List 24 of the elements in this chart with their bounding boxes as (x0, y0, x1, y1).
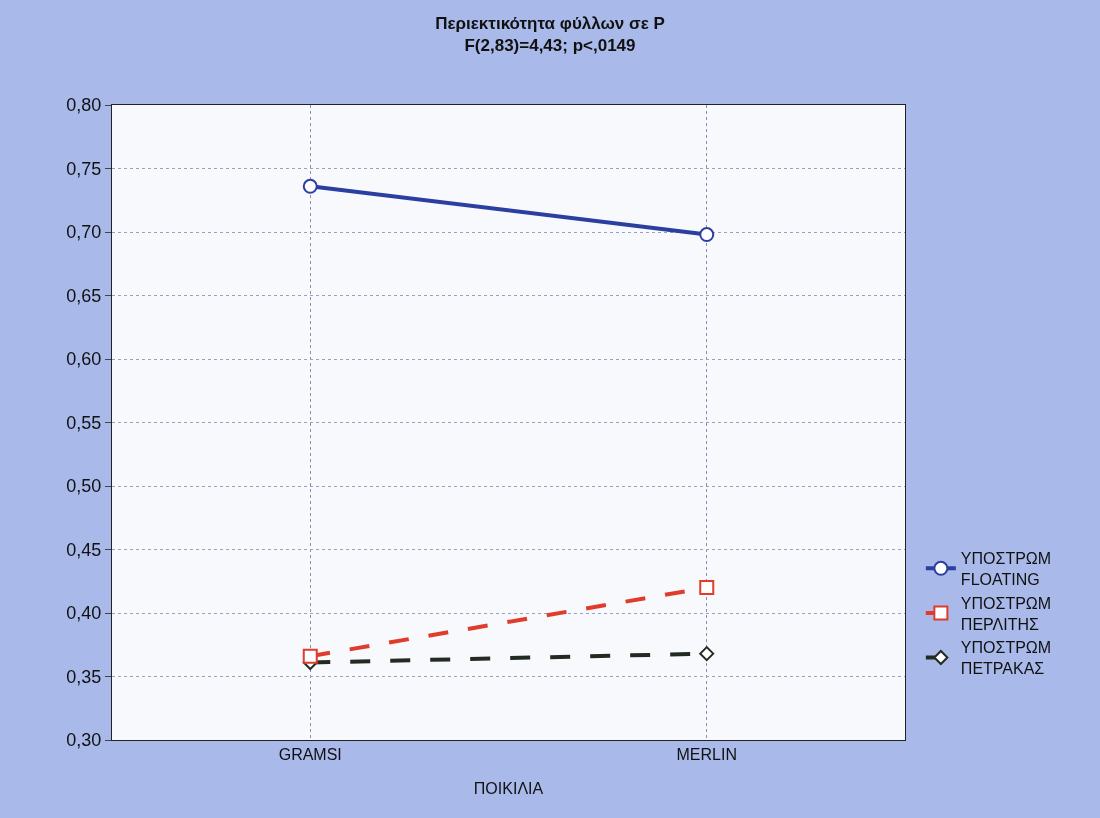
y-tick-label: 0,65 (66, 285, 102, 306)
legend-label: ΥΠΟΣΤΡΩΜ FLOATING (960, 550, 1052, 588)
y-tick-label: 0,60 (66, 349, 102, 370)
chart-title: Περιεκτικότητα φύλλων σε P (435, 13, 665, 33)
x-axis-title: ΠΟΙΚΙΛΙΑ (473, 779, 544, 797)
y-tick-label: 0,30 (66, 730, 102, 751)
legend-label: ΥΠΟΣΤΡΩΜ ΠΕΡΛΙΤΗΣ (960, 594, 1052, 633)
y-tick-label: 0,45 (66, 539, 102, 560)
y-tick-label: 0,50 (66, 476, 102, 497)
chart-subtitle: F(2,83)=4,43; p<,0149 (464, 35, 636, 55)
y-tick-label: 0,35 (66, 666, 102, 687)
x-tick-label: GRAMSI (278, 746, 342, 764)
point (302, 648, 318, 664)
point (302, 178, 318, 194)
point (699, 227, 715, 243)
point (699, 580, 715, 596)
y-tick-label: 0,40 (66, 603, 102, 624)
point (699, 646, 715, 662)
x-tick-label: MERLIN (676, 746, 737, 764)
y-tick-label: 0,80 (66, 95, 102, 116)
y-tick-label: 0,75 (66, 158, 102, 179)
y-tick-label: 0,55 (66, 412, 102, 433)
legend-label: ΥΠΟΣΤΡΩΜ ΠΕΤΡΑΚΑΣ (960, 639, 1052, 678)
y-tick-label: 0,70 (66, 222, 102, 243)
